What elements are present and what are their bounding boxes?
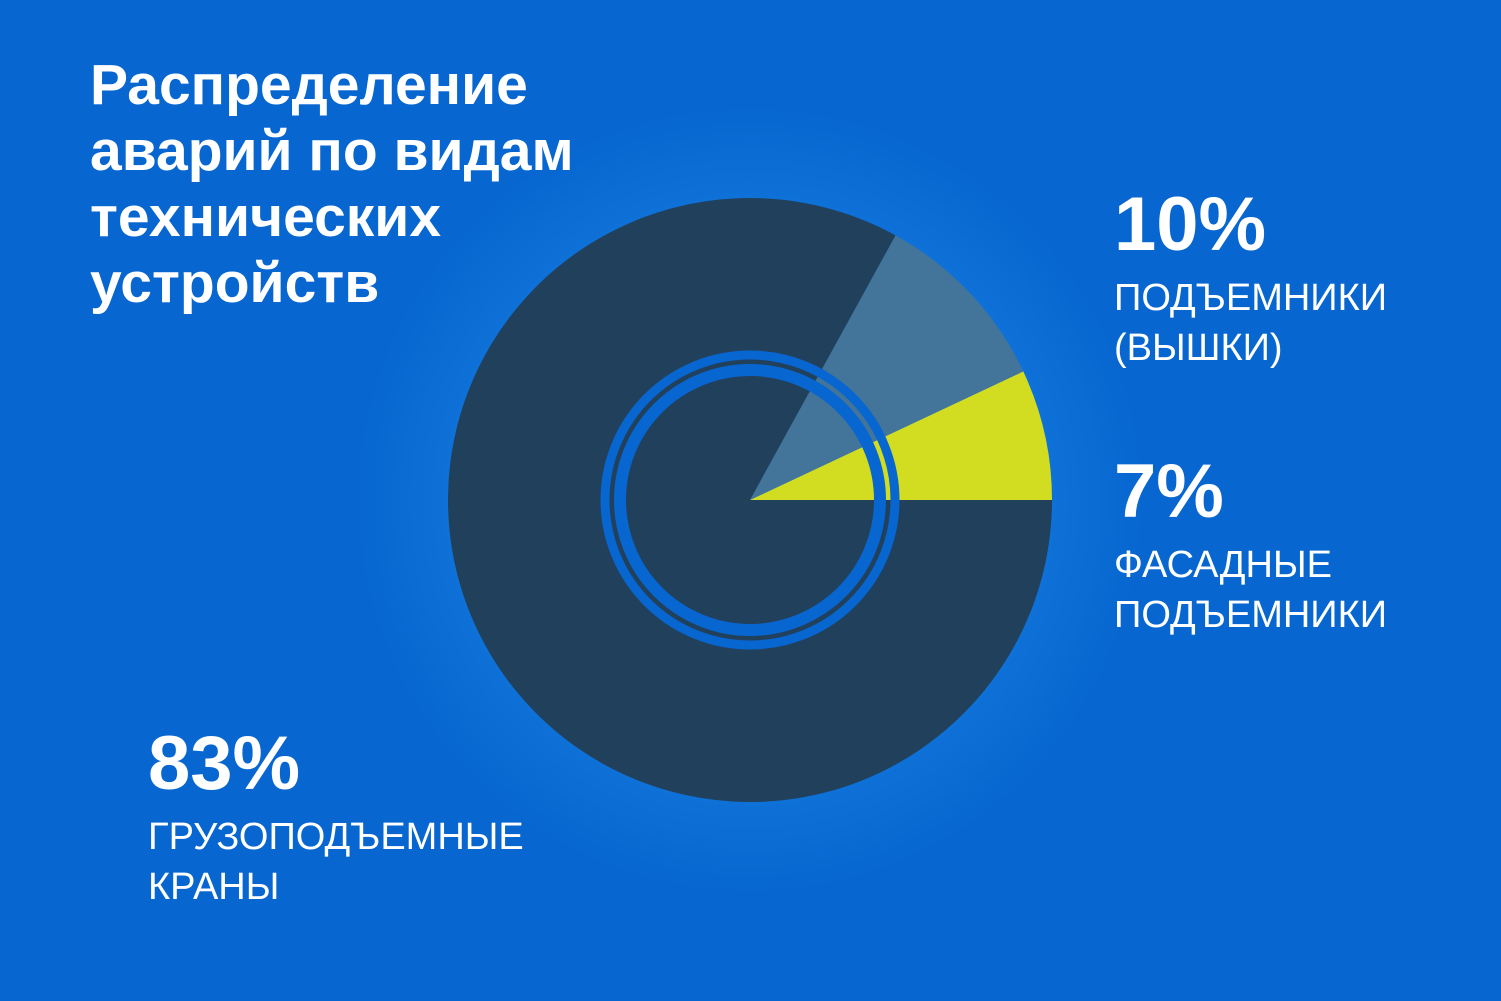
slice-cranes [448,197,1053,802]
label-facade: 7% ФАСАДНЫЕ ПОДЪЕМНИКИ [1114,452,1387,640]
cranes-percent: 83% [148,721,301,806]
lifts-percent: 10% [1114,182,1267,267]
center-ring-inner [614,364,886,636]
facade-percent: 7% [1114,449,1224,534]
label-lifts: 10% ПОДЪЕМНИКИ (ВЫШКИ) [1114,185,1387,373]
label-cranes: 83% ГРУЗОПОДЪЕМНЫЕ КРАНЫ [148,724,524,912]
center-ring-outer [600,350,900,650]
slice-lifts [750,235,1024,500]
lifts-caption: ПОДЪЕМНИКИ (ВЫШКИ) [1114,277,1388,369]
chart-title: Распределение аварий по видам технически… [90,53,574,315]
cranes-caption: ГРУЗОПОДЪЕМНЫЕ КРАНЫ [148,816,524,908]
slice-facade-lifts [750,371,1052,500]
facade-caption: ФАСАДНЫЕ ПОДЪЕМНИКИ [1114,544,1388,636]
